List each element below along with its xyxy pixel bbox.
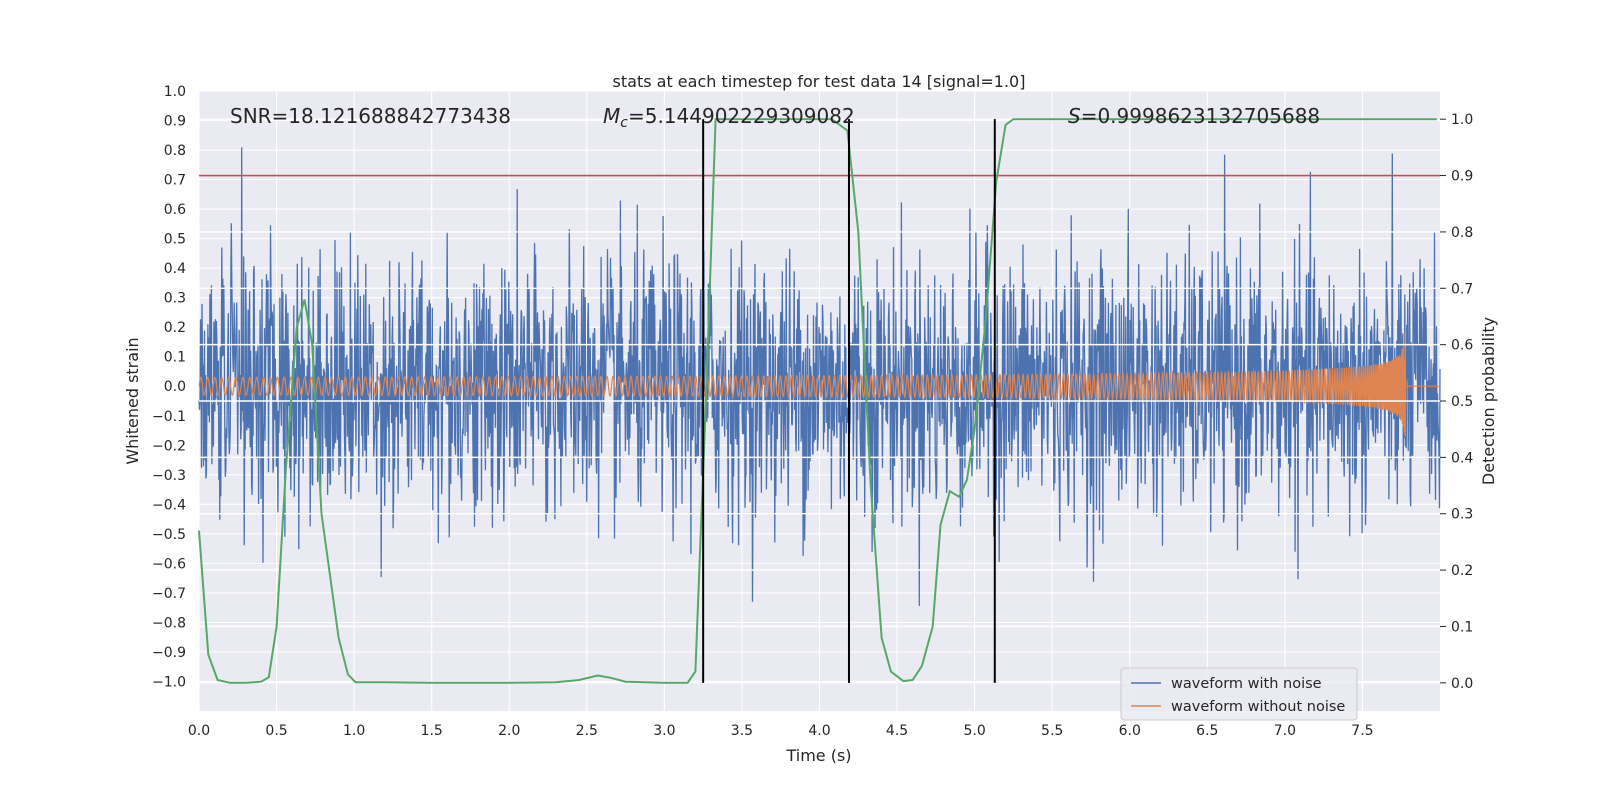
ticks: 0.0 0.5 1.0 1.5 2.0 2.5 3.0 3.5 4.0 4.5 5.0 5.5 6.0 6… [152, 84, 1473, 739]
x-tick-label: 5.0 [963, 723, 985, 739]
y-tick-label: 0.8 [164, 143, 186, 159]
y-tick-label: −0.8 [152, 615, 186, 631]
y-tick-label: −0.1 [152, 409, 186, 425]
x-tick-label: 2.5 [576, 723, 598, 739]
y2-tick-label: 0.2 [1451, 563, 1473, 579]
y2-tick-label: 1.0 [1451, 112, 1473, 128]
y2-tick-label: 0.7 [1451, 281, 1473, 297]
y-tick-label: 1.0 [164, 84, 186, 100]
y-tick-label: 0.9 [164, 114, 186, 130]
detection-probability-line [198, 118, 1437, 684]
x-tick-label: 3.5 [731, 723, 753, 739]
y-tick-label: 0.3 [164, 291, 186, 307]
chart-title: stats at each timestep for test data 14 … [613, 72, 1026, 91]
x-tick-label: 3.0 [653, 723, 675, 739]
x-tick-label: 6.0 [1119, 723, 1141, 739]
x-tick-label: 0.0 [188, 723, 210, 739]
legend-box [1120, 667, 1358, 721]
snr-annotation: SNR=18.121688842773438 [230, 104, 511, 128]
chirp-layer [198, 332, 1440, 437]
y2-tick-label: 0.8 [1451, 225, 1473, 241]
y2-tick-label: 0.6 [1451, 338, 1473, 354]
y-axis-label: Whitened strain [123, 337, 142, 464]
y-tick-label: −0.6 [152, 556, 186, 572]
y-tick-label: −0.5 [152, 527, 186, 543]
x-axis-label: Time (s) [785, 746, 851, 765]
x-tick-label: 5.5 [1041, 723, 1063, 739]
chirp-waveform-line [198, 332, 1440, 437]
x-tick-label: 4.0 [808, 723, 830, 739]
y-tick-label: −0.3 [152, 468, 186, 484]
y-tick-label: 0.6 [164, 202, 186, 218]
legend-label-noise: waveform with noise [1171, 676, 1322, 692]
y2-tick-label: 0.5 [1451, 394, 1473, 410]
x-tick-label: 4.5 [886, 723, 908, 739]
y-tick-label: 0.5 [164, 232, 186, 248]
x-tick-label: 1.5 [421, 723, 443, 739]
y-tick-label: −0.9 [152, 645, 186, 661]
y2-tick-label: 0.1 [1451, 619, 1473, 635]
x-tick-label: 1.0 [343, 723, 365, 739]
y-tick-label: −0.4 [152, 497, 186, 513]
y2-tick-label: 0.3 [1451, 507, 1473, 523]
y-tick-label: −0.2 [152, 438, 186, 454]
vertical-lines [702, 119, 996, 683]
x-tick-label: 7.0 [1274, 723, 1296, 739]
y2-axis-label: Detection probability [1479, 317, 1498, 485]
y2-tick-label: 0.9 [1451, 169, 1473, 185]
x-tick-label: 6.5 [1196, 723, 1218, 739]
x-tick-label: 7.5 [1351, 723, 1373, 739]
y-tick-label: −0.7 [152, 586, 186, 602]
y-tick-label: 0.2 [164, 320, 186, 336]
prob-layer [198, 118, 1437, 684]
x-tick-label: 0.5 [265, 723, 287, 739]
x-tick-label: 2.0 [498, 723, 520, 739]
legend: waveform with noise waveform without noi… [1120, 667, 1358, 721]
y-tick-label: 0.7 [164, 173, 186, 189]
y-tick-label: 0.0 [164, 379, 186, 395]
y2-tick-label: 0.0 [1451, 676, 1473, 692]
y-tick-label: −1.0 [152, 674, 186, 690]
y-tick-label: 0.1 [164, 350, 186, 366]
legend-label-chirp: waveform without noise [1171, 699, 1345, 715]
y2-tick-label: 0.4 [1451, 450, 1473, 466]
chirp-mass-annotation: Mc=5.144902229309082 [603, 104, 855, 131]
y-tick-label: 0.4 [164, 261, 186, 277]
detection-stat-annotation: S=0.9998623132705688 [1068, 104, 1320, 128]
